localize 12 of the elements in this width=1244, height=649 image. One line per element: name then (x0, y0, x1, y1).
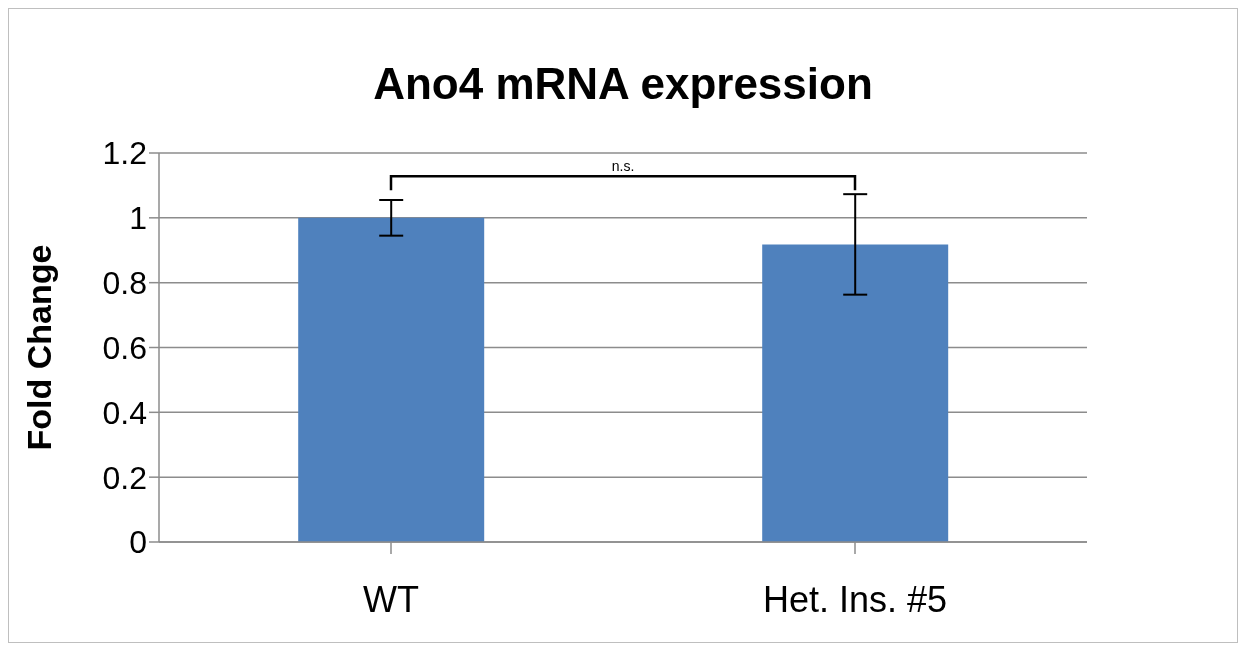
annotation: n.s. (611, 158, 635, 175)
y-tick-label: 0.4 (102, 394, 147, 431)
x-tick-label: Het. Ins. #5 (762, 578, 948, 620)
y-tick-label: 0.8 (102, 265, 147, 302)
chart-title: Ano4 mRNA expression (372, 59, 874, 109)
y-tick-label: 0.2 (102, 459, 147, 496)
y-tick-label: 0 (129, 524, 147, 561)
x-tick-label: WT (363, 578, 419, 620)
y-tick-label: 1 (129, 200, 147, 237)
y-tick-label: 1.2 (102, 135, 147, 172)
y-tick-label: 0.6 (102, 329, 147, 366)
y-axis-title: Fold Change (20, 244, 59, 451)
